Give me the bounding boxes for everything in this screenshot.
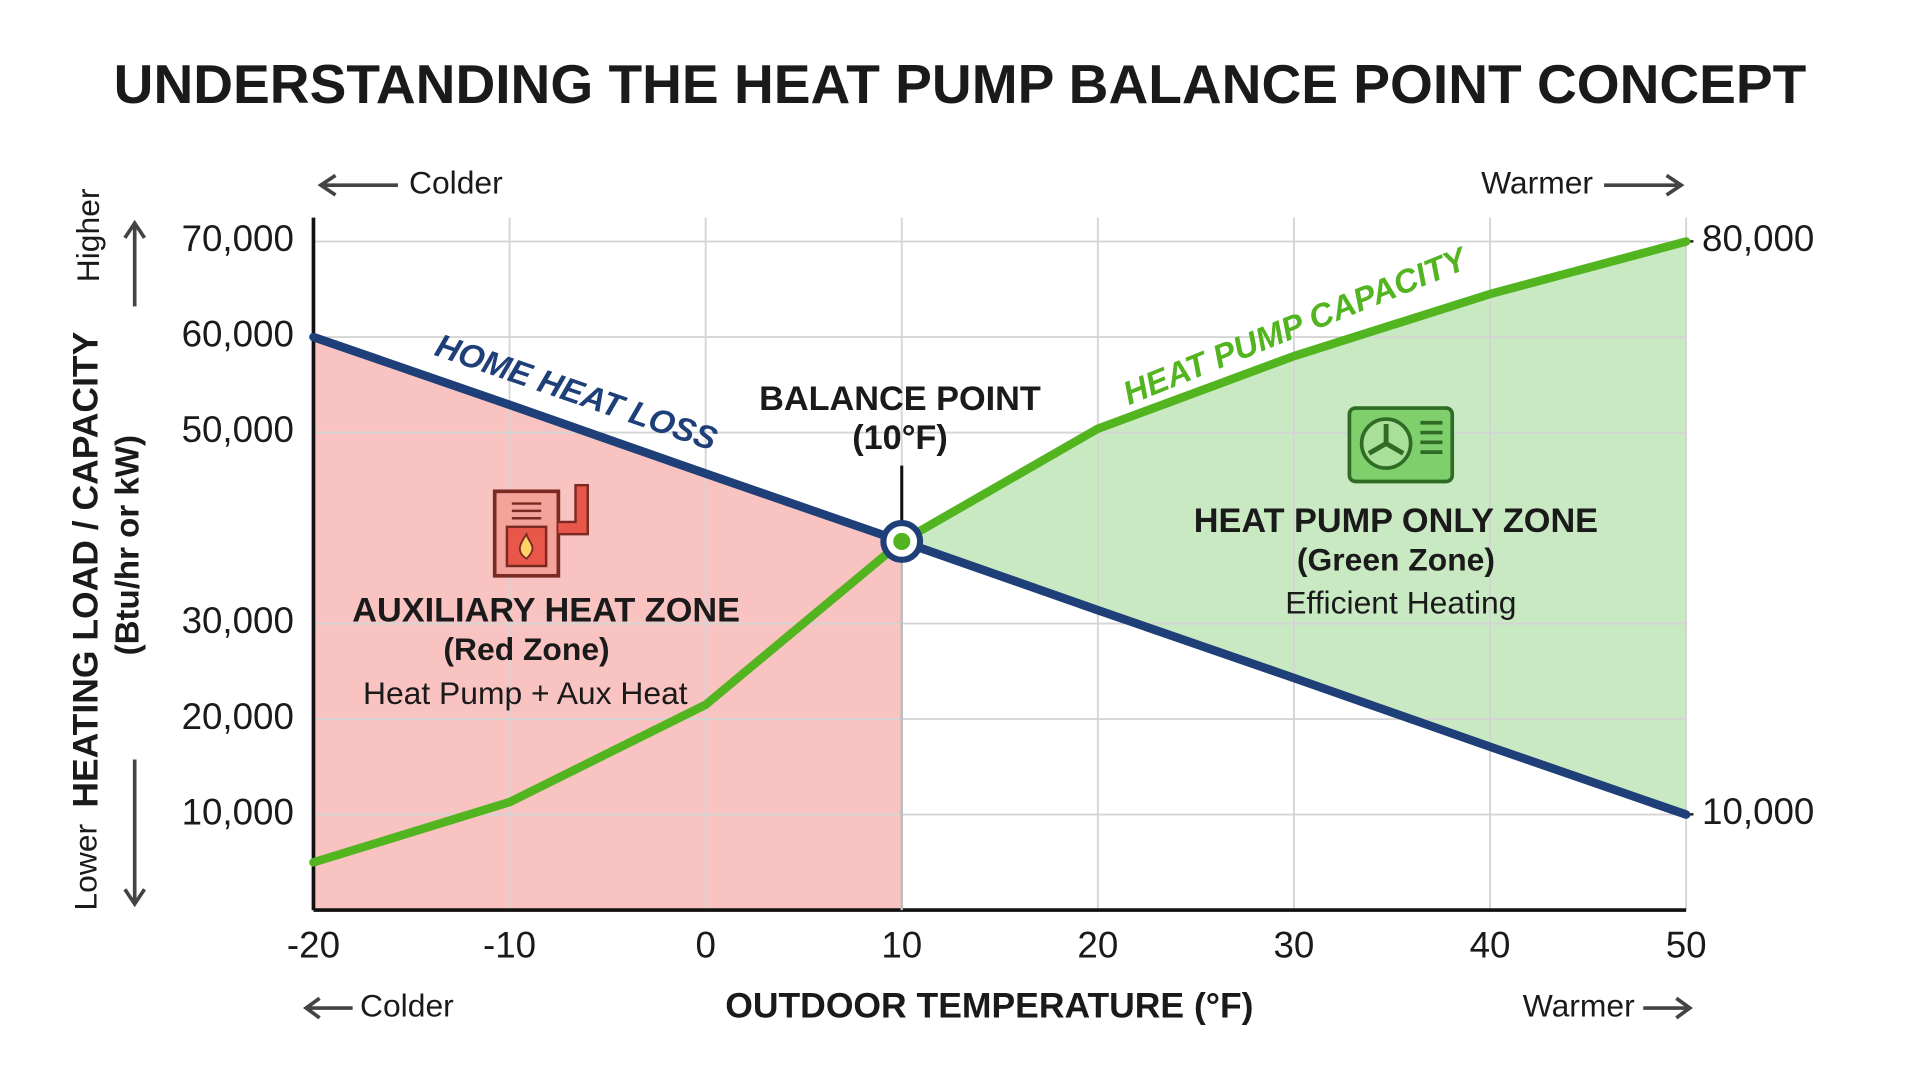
direction-label: Colder bbox=[360, 987, 454, 1023]
x-tick-label: 10 bbox=[881, 925, 922, 966]
lines bbox=[309, 237, 1691, 911]
zone-description: Heat Pump + Aux Heat bbox=[363, 675, 688, 711]
zone-subtitle: (Green Zone) bbox=[1297, 542, 1495, 578]
zone-title: AUXILIARY HEAT ZONE bbox=[352, 592, 740, 630]
balance-sublabel: (10°F) bbox=[852, 419, 948, 457]
direction-label: Lower bbox=[68, 823, 104, 910]
y-tick-label: 70,000 bbox=[182, 218, 294, 259]
direction-label: Colder bbox=[409, 165, 503, 201]
y2-tick-label: 10,000 bbox=[1702, 791, 1814, 832]
y-tick-label: 20,000 bbox=[182, 696, 294, 737]
x-tick-label: 50 bbox=[1666, 925, 1707, 966]
direction-label: Higher bbox=[70, 188, 106, 282]
x-tick-label: 40 bbox=[1470, 925, 1511, 966]
arrow bbox=[302, 996, 353, 1020]
y-tick-label: 30,000 bbox=[182, 600, 294, 641]
y-tick-label: 50,000 bbox=[182, 409, 294, 450]
arrow bbox=[1643, 996, 1693, 1020]
heat-pump-icon bbox=[1347, 406, 1455, 484]
balance-label: BALANCE POINT bbox=[759, 380, 1041, 418]
x-axis-title: OUTDOOR TEMPERATURE (°F) bbox=[725, 985, 1253, 1025]
y2-tick-label: 80,000 bbox=[1702, 218, 1814, 259]
furnace-icon bbox=[492, 483, 589, 578]
series-line bbox=[309, 332, 1691, 819]
balance-point-dot bbox=[893, 532, 911, 550]
direction-label: Warmer bbox=[1523, 987, 1635, 1023]
arrow bbox=[123, 759, 147, 908]
arrow bbox=[317, 173, 398, 197]
x-tick-label: 30 bbox=[1274, 925, 1315, 966]
zone-title: HEAT PUMP ONLY ZONE bbox=[1194, 502, 1598, 540]
y-axis-title: HEATING LOAD / CAPACITY bbox=[66, 331, 106, 807]
arrow bbox=[1604, 173, 1685, 197]
direction-label: Warmer bbox=[1481, 165, 1593, 201]
zone-subtitle: (Red Zone) bbox=[443, 631, 609, 667]
series-line bbox=[309, 237, 1691, 867]
x-tick-label: -20 bbox=[287, 925, 340, 966]
y-tick-label: 60,000 bbox=[182, 314, 294, 355]
y-axis-unit: (Btu/hr or kW) bbox=[110, 435, 147, 655]
x-tick-label: 20 bbox=[1077, 925, 1118, 966]
x-tick-label: -10 bbox=[483, 925, 536, 966]
chart-title: UNDERSTANDING THE HEAT PUMP BALANCE POIN… bbox=[114, 53, 1807, 115]
zone-description: Efficient Heating bbox=[1285, 585, 1516, 621]
arrow bbox=[123, 219, 147, 307]
x-tick-label: 0 bbox=[695, 925, 715, 966]
y-tick-label: 10,000 bbox=[182, 791, 294, 832]
